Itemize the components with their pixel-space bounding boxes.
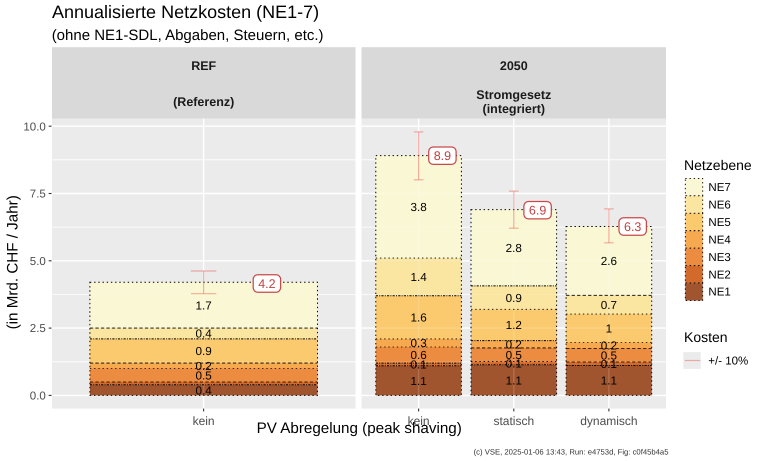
svg-text:8.9: 8.9: [434, 149, 451, 163]
svg-text:2.8: 2.8: [506, 242, 522, 255]
svg-text:NE1: NE1: [708, 287, 730, 299]
svg-text:NE5: NE5: [708, 217, 730, 229]
svg-text:Kosten: Kosten: [684, 329, 728, 345]
svg-text:0.1: 0.1: [601, 358, 617, 371]
svg-text:Annualisierte Netzkosten (NE1-: Annualisierte Netzkosten (NE1-7): [52, 2, 319, 22]
svg-text:0.3: 0.3: [410, 337, 426, 350]
svg-text:(integriert): (integriert): [483, 102, 546, 116]
svg-text:Stromgesetz: Stromgesetz: [476, 88, 551, 102]
svg-text:5.0: 5.0: [30, 256, 46, 268]
svg-text:PV Abregelung (peak shaving): PV Abregelung (peak shaving): [257, 420, 462, 437]
svg-text:1.1: 1.1: [410, 375, 426, 388]
svg-text:1: 1: [606, 323, 613, 336]
svg-text:0.1: 0.1: [410, 359, 426, 372]
svg-text:3.8: 3.8: [410, 201, 426, 214]
svg-text:2050: 2050: [500, 59, 528, 73]
svg-text:(c) VSE, 2025-01-06 13:43, Run: (c) VSE, 2025-01-06 13:43, Run: e4753d, …: [474, 447, 669, 456]
svg-text:1.6: 1.6: [410, 312, 426, 325]
svg-text:4.2: 4.2: [258, 277, 275, 291]
svg-text:0.4: 0.4: [195, 328, 212, 341]
svg-text:0.6: 0.6: [410, 349, 426, 362]
svg-text:(ohne NE1-SDL, Abgaben, Steuer: (ohne NE1-SDL, Abgaben, Steuern, etc.): [52, 27, 324, 44]
svg-text:0.2: 0.2: [601, 340, 617, 353]
svg-text:NE4: NE4: [708, 234, 731, 246]
svg-text:0.9: 0.9: [506, 292, 522, 305]
svg-text:statisch: statisch: [493, 414, 534, 428]
svg-text:1.2: 1.2: [506, 319, 522, 332]
svg-text:1.7: 1.7: [195, 300, 211, 313]
svg-text:10.0: 10.0: [23, 121, 45, 133]
svg-text:NE7: NE7: [708, 182, 730, 194]
svg-text:Netzebene: Netzebene: [684, 157, 752, 173]
svg-text:2.5: 2.5: [30, 323, 46, 335]
svg-text:6.9: 6.9: [529, 204, 546, 218]
svg-text:kein: kein: [408, 414, 430, 428]
svg-text:kein: kein: [193, 414, 215, 428]
svg-text:REF: REF: [191, 59, 216, 73]
svg-text:0.5: 0.5: [601, 349, 618, 362]
svg-text:0.7: 0.7: [601, 299, 617, 312]
svg-text:0.2: 0.2: [195, 360, 211, 373]
svg-text:1.1: 1.1: [506, 374, 522, 387]
svg-text:6.3: 6.3: [624, 220, 641, 234]
svg-text:0.9: 0.9: [195, 345, 211, 358]
svg-text:0.0: 0.0: [30, 391, 46, 403]
svg-text:1.1: 1.1: [601, 375, 617, 388]
svg-text:0.2: 0.2: [506, 338, 522, 351]
svg-text:7.5: 7.5: [30, 189, 46, 201]
svg-text:1.4: 1.4: [410, 271, 427, 284]
svg-text:2.6: 2.6: [601, 255, 617, 268]
svg-text:0.4: 0.4: [195, 384, 212, 397]
svg-text:(Referenz): (Referenz): [173, 95, 234, 109]
svg-text:0.1: 0.1: [506, 357, 522, 370]
svg-text:dynamisch: dynamisch: [580, 414, 637, 428]
svg-text:NE2: NE2: [708, 269, 730, 281]
svg-text:0.5: 0.5: [195, 369, 212, 382]
svg-text:+/- 10%: +/- 10%: [708, 355, 748, 367]
svg-text:NE6: NE6: [708, 199, 730, 211]
svg-text:NE3: NE3: [708, 252, 730, 264]
svg-text:(in Mrd. CHF / Jahr): (in Mrd. CHF / Jahr): [5, 195, 22, 329]
svg-text:0.5: 0.5: [506, 349, 523, 362]
